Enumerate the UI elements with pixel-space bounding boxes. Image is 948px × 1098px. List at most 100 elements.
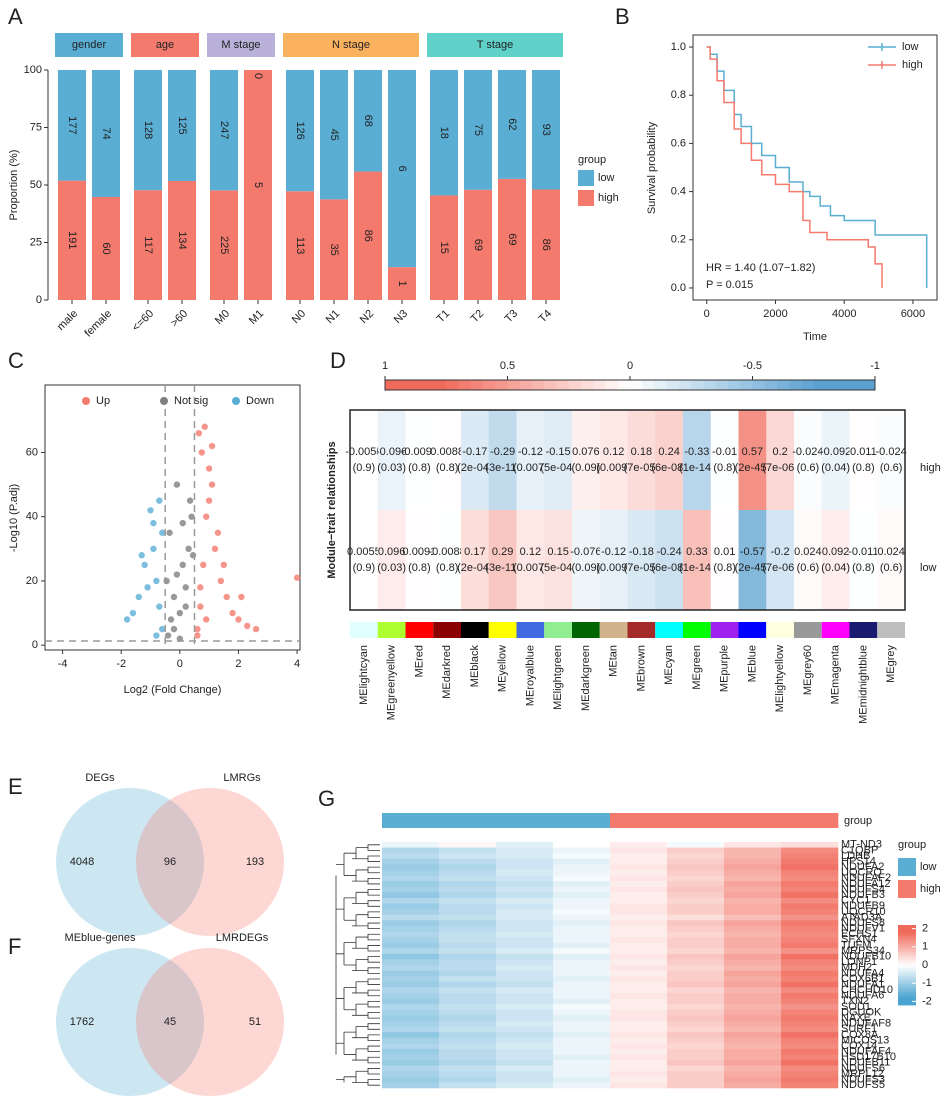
heatmap-cell <box>781 1037 839 1044</box>
heatmap-cell <box>610 1060 668 1066</box>
group-bar <box>781 813 839 828</box>
heatmap-cell <box>439 987 497 994</box>
gene-label: NDUFAF8 <box>841 1018 891 1030</box>
x-tick-label: T3 <box>503 308 521 326</box>
heatmap-cell <box>496 1037 554 1044</box>
heatmap-cell <box>849 410 878 510</box>
module-color <box>350 622 378 638</box>
heatmap-cell <box>382 1071 440 1078</box>
heatmap-cell <box>781 970 839 977</box>
venn-count: 45 <box>164 1016 176 1028</box>
gene-label: NDUFB3 <box>841 889 885 901</box>
plot-frame <box>44 384 301 651</box>
heatmap-cell <box>553 953 611 960</box>
colorbar-cell <box>898 999 916 1003</box>
cell-value: -0.12 <box>601 546 626 558</box>
module-label: MEroyalblue <box>524 645 536 706</box>
gene-label: MRPL12 <box>841 1068 884 1080</box>
heatmap-cell <box>724 931 782 938</box>
heatmap-cell <box>382 1026 440 1033</box>
colorbar-cell <box>898 933 916 937</box>
venn-set <box>136 948 284 1096</box>
heatmap-cell <box>781 937 839 943</box>
value-label: 75 <box>472 124 484 136</box>
colorbar-cell <box>862 380 876 390</box>
module-label: MEcyan <box>663 645 675 685</box>
heatmap-cell <box>627 410 656 510</box>
value-label: 6 <box>396 166 408 172</box>
heatmap-cell <box>439 864 497 871</box>
colorbar-cell <box>568 380 582 390</box>
cell-value: -0.15 <box>546 446 571 458</box>
heatmap-cell <box>496 881 554 888</box>
module-label: MEdarkgreen <box>580 645 592 711</box>
heatmap-cell <box>724 881 782 888</box>
heatmap-cell <box>781 858 839 865</box>
x-tick-label: 6000 <box>901 308 925 320</box>
gene-label: NAXE <box>841 1012 871 1024</box>
heatmap-cell <box>553 1043 611 1050</box>
heatmap-cell <box>553 1032 611 1038</box>
heatmap-cell <box>610 987 668 994</box>
heatmap-cell <box>724 903 782 910</box>
point <box>135 593 142 601</box>
value-label: 69 <box>472 239 484 251</box>
heatmap-cell <box>382 1060 440 1066</box>
heatmap-cell <box>667 897 725 904</box>
heatmap-cell <box>781 920 839 927</box>
heatmap-cell <box>667 1082 725 1089</box>
heatmap-cell <box>610 881 668 888</box>
heatmap-cell <box>724 1065 782 1072</box>
x-tick-label: N2 <box>358 308 376 326</box>
point <box>197 603 204 610</box>
colorbar-cell <box>898 981 916 985</box>
heatmap-cell <box>655 410 684 510</box>
colorbar-cell <box>898 975 916 979</box>
cell-p-label: (0.9) <box>353 462 376 474</box>
cell-value: 0.33 <box>686 546 707 558</box>
heatmap-cell <box>667 1065 725 1072</box>
gene-label: COX6B1 <box>841 973 884 985</box>
colorbar-cell <box>813 380 827 390</box>
heatmap-cell <box>781 1082 839 1089</box>
point <box>141 561 148 569</box>
x-tick-label: T1 <box>435 308 453 326</box>
heatmap-cell <box>610 1082 668 1089</box>
heatmap-cell <box>667 1020 725 1027</box>
value-label: 247 <box>218 121 230 139</box>
heatmap-cell <box>433 410 462 510</box>
module-color <box>461 622 489 638</box>
cell-value: -0.18 <box>629 546 654 558</box>
heatmap-cell <box>667 1076 725 1083</box>
heatmap-cell <box>377 510 406 610</box>
heatmap-cell <box>382 847 440 854</box>
heatmap-cell <box>496 858 554 865</box>
colorbar-cell <box>898 970 916 974</box>
module-label: MEmagenta <box>830 644 842 704</box>
heatmap-cell <box>439 998 497 1005</box>
heatmap-cell <box>849 510 878 610</box>
heatmap-cell <box>496 942 554 949</box>
heatmap-cell <box>724 1082 782 1089</box>
module-label: MEpurple <box>719 645 731 692</box>
heatmap-cell <box>382 953 440 960</box>
heatmap-cell <box>439 858 497 865</box>
gene-label: NDUFA2 <box>841 861 884 873</box>
heatmap-cell <box>610 959 668 966</box>
gene-label: NDUFS3 <box>841 1074 885 1086</box>
heatmap-cell <box>610 976 668 983</box>
legend-label: high <box>902 59 923 71</box>
module-label: MEgrey <box>885 645 897 683</box>
facet-label: gender <box>72 39 107 51</box>
survival-curve <box>706 46 928 288</box>
heatmap-cell <box>710 410 739 510</box>
heatmap-cell <box>781 1026 839 1033</box>
colorbar-cell <box>691 380 704 390</box>
heatmap-cell <box>781 1015 839 1022</box>
colorbar-cell <box>752 380 766 390</box>
point <box>201 423 208 430</box>
heatmap-cell <box>382 914 440 921</box>
facet-label: T stage <box>477 39 514 51</box>
heatmap-cell <box>553 909 611 915</box>
heatmap-cell <box>439 853 497 860</box>
